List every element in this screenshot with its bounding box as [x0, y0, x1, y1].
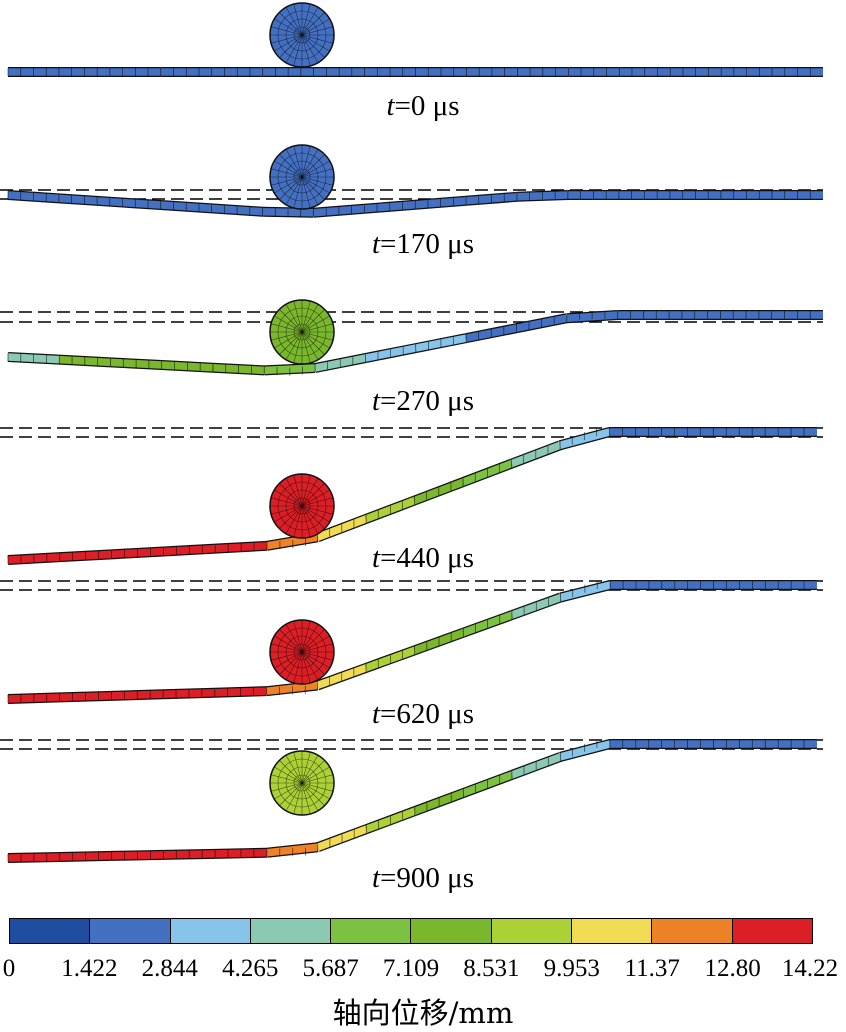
frame-label-4: t=620 μs: [371, 698, 474, 730]
colorbar-tick-label: 5.687: [302, 955, 359, 982]
colorbar: [9, 918, 813, 944]
frame-label-0: t=0 μs: [386, 90, 460, 122]
colorbar-cell-9: [732, 919, 812, 943]
plate: [7, 739, 817, 863]
frame-label-1: t=170 μs: [371, 228, 474, 260]
colorbar-tick-label: 0: [2, 955, 16, 982]
plate: [7, 190, 823, 218]
colorbar-tick-label: 12.80: [704, 955, 761, 982]
colorbar-cell-4: [331, 919, 412, 943]
ball-mesh-ring: [285, 18, 319, 52]
frame-label-3: t=440 μs: [371, 542, 474, 574]
frame-3: [0, 427, 823, 565]
plate-segment: [266, 681, 318, 695]
ball-mesh-ring: [293, 774, 311, 792]
colorbar-tick-label: 11.37: [624, 955, 680, 982]
colorbar-cell-8: [652, 919, 733, 943]
ball: [269, 144, 335, 210]
ball-mesh-ring: [285, 160, 319, 194]
ball-mesh-ring: [285, 489, 319, 523]
colorbar-cell-3: [250, 919, 332, 943]
ball: [269, 619, 335, 685]
plate: [7, 427, 817, 565]
colorbar-cell-6: [491, 919, 573, 943]
frame-2: [0, 299, 823, 376]
colorbar-tick-label: 2.844: [141, 955, 198, 982]
ball: [269, 299, 335, 365]
frame-1: [0, 144, 823, 218]
ball-mesh-ring: [277, 10, 327, 60]
plate-segment: [559, 740, 611, 761]
colorbar-tick-label: 8.531: [463, 955, 520, 982]
ball-mesh-ring: [285, 635, 319, 669]
plate: [7, 310, 823, 376]
colorbar-cell-1: [90, 919, 171, 943]
ball-mesh-ring: [277, 481, 327, 531]
colorbar-tick-label: 7.109: [382, 955, 440, 982]
ball-mesh-ring: [285, 766, 319, 800]
ball-mesh-ring: [277, 307, 327, 357]
colorbar-tick-label: 14.22: [781, 955, 839, 982]
deformation-frames: [0, 2, 823, 863]
frame-label-2: t=270 μs: [371, 385, 474, 417]
frame-5: [0, 739, 823, 863]
plate-segment: [559, 581, 612, 602]
frame-label-5: t=900 μs: [371, 862, 474, 894]
plate: [7, 67, 823, 77]
frame-0: [7, 2, 823, 77]
ball-mesh-ring: [285, 315, 319, 349]
colorbar-tick-label: 9.953: [543, 955, 600, 982]
ball-mesh-ring: [293, 643, 311, 661]
colorbar-tick-label: 4.265: [222, 955, 279, 982]
colorbar-title: 轴向位移/mm: [332, 996, 514, 1030]
ball-mesh-ring: [277, 152, 327, 202]
ball: [269, 750, 335, 816]
ball-mesh-ring: [293, 497, 311, 515]
colorbar-cell-5: [411, 919, 492, 943]
plate-segment: [266, 533, 319, 550]
ball: [269, 473, 335, 539]
plate: [7, 580, 817, 704]
colorbar-tick-label: 1.422: [61, 955, 118, 982]
ball-mesh-ring: [277, 758, 327, 808]
plate-segment: [266, 843, 319, 857]
frame-4: [0, 580, 823, 704]
plate-segment: [559, 428, 611, 449]
ball-mesh-ring: [277, 627, 327, 677]
ball-mesh-ring: [293, 168, 311, 186]
colorbar-cell-2: [170, 919, 251, 943]
ball: [269, 2, 335, 68]
colorbar-cell-0: [10, 919, 91, 943]
ball-mesh-ring: [293, 26, 311, 44]
colorbar-cell-7: [572, 919, 653, 943]
ball-mesh-ring: [293, 323, 311, 341]
